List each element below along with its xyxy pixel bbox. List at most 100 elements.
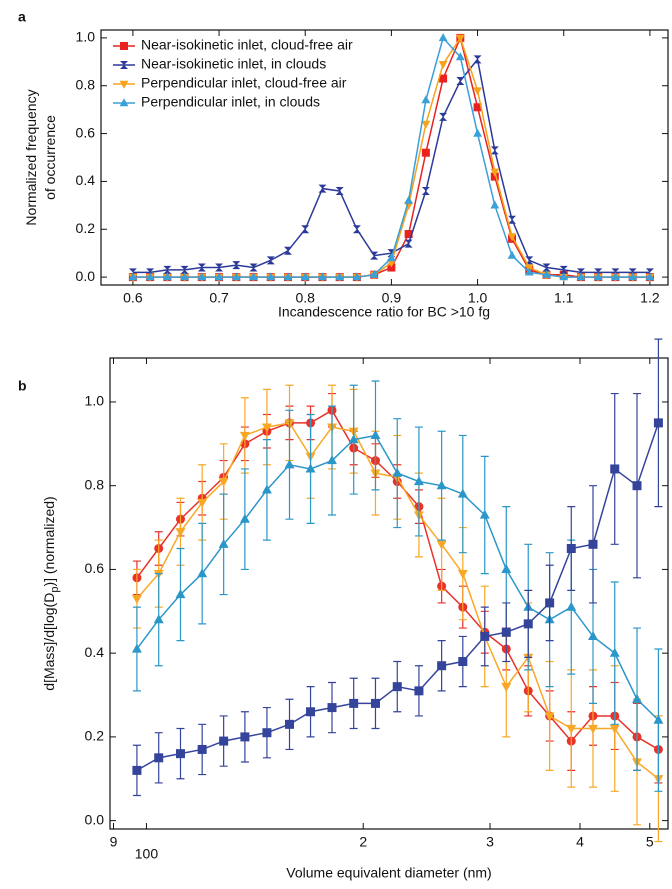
marker	[370, 430, 381, 440]
marker	[232, 261, 241, 270]
legend-label: Near-isokinetic inlet, cloud-free air	[141, 37, 353, 53]
marker	[545, 598, 555, 608]
marker	[318, 184, 327, 193]
marker	[455, 34, 465, 43]
marker	[439, 74, 448, 83]
marker	[306, 707, 316, 717]
y-tick-label: 0.0	[76, 268, 96, 284]
marker	[473, 87, 482, 96]
marker	[437, 661, 447, 671]
marker	[566, 601, 577, 611]
marker	[421, 148, 430, 157]
y-axis-label: d[Mass]/d[log(Dp)] (normalized)	[41, 496, 61, 690]
marker	[239, 431, 250, 441]
y-tick-label: 1.0	[76, 29, 96, 45]
x-tick-label: 1.0	[468, 290, 488, 306]
marker	[162, 272, 172, 281]
marker	[610, 464, 620, 474]
marker	[335, 272, 345, 281]
marker	[632, 481, 642, 491]
marker	[458, 657, 468, 667]
marker	[473, 55, 482, 64]
marker	[414, 686, 424, 696]
marker	[392, 682, 402, 692]
panel-label: a	[18, 9, 26, 25]
marker	[609, 724, 620, 734]
marker	[544, 712, 555, 722]
marker	[261, 423, 272, 433]
marker	[218, 538, 229, 548]
marker	[163, 265, 172, 274]
y-tick-label: 0.2	[85, 728, 105, 744]
marker	[231, 272, 241, 281]
marker	[180, 272, 189, 281]
marker	[525, 256, 534, 265]
marker	[214, 272, 224, 281]
marker	[175, 528, 186, 538]
legend-marker	[120, 61, 128, 69]
legend-label: Near-isokinetic inlet, in clouds	[141, 56, 326, 72]
marker	[335, 186, 344, 195]
marker	[566, 724, 577, 734]
x-axis-label: Volume equivalent diameter (nm)	[286, 865, 491, 881]
marker	[262, 728, 272, 738]
marker	[559, 265, 568, 274]
marker	[284, 459, 295, 469]
marker	[501, 683, 512, 693]
marker	[645, 272, 655, 281]
series-line	[132, 57, 650, 274]
marker	[566, 543, 576, 553]
marker	[392, 467, 403, 477]
marker	[370, 251, 379, 260]
marker	[266, 272, 276, 281]
marker	[457, 570, 468, 580]
marker	[153, 614, 164, 624]
x-tick-label: 4	[576, 834, 584, 850]
marker	[413, 476, 424, 486]
marker	[439, 112, 448, 121]
marker	[300, 272, 310, 281]
y-tick-label: 0.8	[76, 76, 96, 92]
marker	[404, 239, 413, 248]
marker	[283, 246, 292, 255]
marker	[421, 95, 431, 104]
x-axis-label: Incandescence ratio for BC >10 fg	[278, 304, 490, 320]
marker	[609, 647, 620, 657]
marker	[404, 195, 414, 204]
x-tick-label: 0.9	[382, 290, 402, 306]
x-tick-label: 2	[359, 834, 367, 850]
legend-marker	[119, 80, 129, 89]
x-tick-label: 1.2	[640, 290, 660, 306]
marker	[175, 749, 185, 759]
marker	[611, 272, 620, 281]
marker	[542, 263, 551, 272]
y-tick-label: 0.4	[76, 172, 96, 188]
x-tick-label: 3	[486, 834, 494, 850]
marker	[542, 269, 551, 278]
y-axis-label-part: Normalized frequency	[23, 89, 39, 225]
marker	[218, 477, 229, 487]
marker	[653, 714, 664, 724]
marker	[421, 186, 430, 195]
marker	[436, 480, 447, 490]
y-axis-label-part: p	[49, 587, 61, 593]
marker	[131, 595, 142, 605]
marker	[301, 225, 310, 234]
marker	[175, 589, 186, 599]
marker	[132, 765, 142, 775]
x-tick-label: 9	[110, 834, 118, 850]
marker	[421, 120, 431, 129]
marker	[404, 230, 413, 239]
marker	[438, 61, 448, 70]
marker	[197, 263, 206, 272]
marker	[145, 272, 155, 281]
marker	[386, 253, 396, 262]
y-tick-label: 0.0	[85, 811, 105, 827]
panel-label: b	[18, 378, 27, 394]
marker	[348, 434, 359, 444]
marker	[480, 631, 490, 641]
marker	[632, 693, 642, 703]
marker	[370, 698, 380, 708]
marker	[352, 225, 361, 234]
